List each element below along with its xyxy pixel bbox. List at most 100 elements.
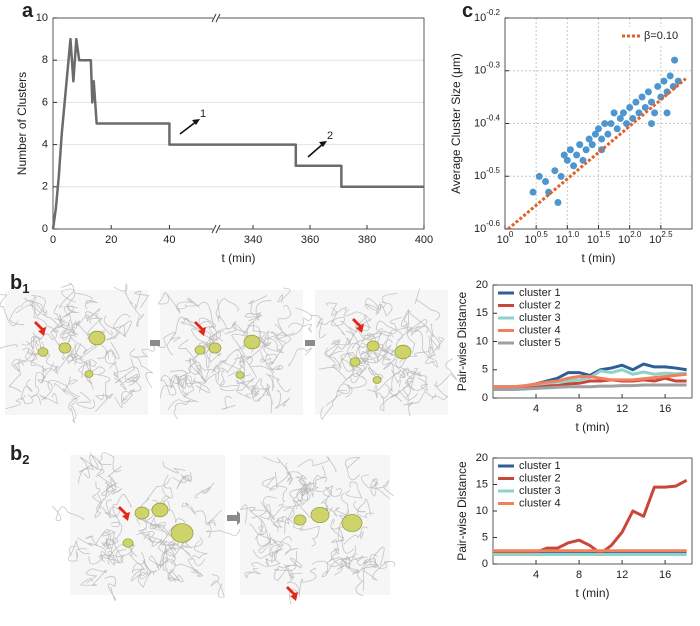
fiber: [295, 487, 305, 510]
fiber: [61, 288, 76, 313]
fiber: [403, 390, 436, 406]
panel-letter: b: [10, 272, 22, 294]
axis-break-gap: [213, 225, 219, 233]
fiber: [407, 393, 419, 417]
fiber: [75, 292, 98, 310]
fiber: [163, 541, 191, 555]
fiber: [31, 371, 47, 405]
fiber: [170, 370, 195, 394]
fiber: [405, 318, 428, 333]
fiber: [259, 533, 280, 548]
fiber: [176, 301, 213, 320]
fiber: [104, 575, 117, 601]
fiber: [122, 378, 142, 401]
fiber: [183, 317, 215, 330]
scatter-point: [588, 141, 596, 149]
image-frame: [160, 290, 303, 415]
fiber: [328, 350, 344, 372]
tick-base: 10: [587, 234, 599, 246]
fiber: [105, 327, 120, 341]
fiber: [98, 452, 122, 473]
scatter-point: [654, 82, 662, 90]
fiber: [394, 380, 413, 403]
fiber: [326, 507, 349, 517]
fiber: [298, 567, 317, 597]
panel-letter: c: [462, 0, 473, 22]
fiber: [322, 485, 343, 498]
fiber: [312, 465, 326, 493]
tick-label: 0: [42, 223, 48, 235]
fiber: [265, 386, 273, 413]
fiber: [390, 312, 409, 338]
fiber: [23, 298, 43, 317]
tick-label: 15: [476, 307, 488, 319]
scatter-point: [573, 151, 581, 159]
fiber: [221, 396, 236, 410]
fiber: [115, 549, 127, 564]
fiber: [295, 475, 311, 507]
fiber: [349, 561, 368, 575]
fiber: [330, 510, 350, 542]
tick-label: 5: [482, 364, 488, 376]
tick-label: 4: [42, 139, 48, 151]
scatter-point: [651, 109, 659, 117]
tick-label: 400: [415, 234, 433, 246]
fiber: [364, 561, 396, 569]
fiber: [194, 482, 215, 499]
tick-label: 360: [301, 234, 319, 246]
fiber: [403, 326, 435, 361]
tick-exponent: 0: [509, 230, 514, 239]
cluster-blob: [341, 514, 363, 532]
legend-label: cluster 1: [519, 460, 561, 472]
fiber: [107, 550, 117, 567]
tick-label: 10-0.4: [474, 114, 501, 130]
tick-exponent: -0.3: [486, 61, 500, 70]
fiber: [192, 540, 208, 559]
tick-exponent: -0.5: [486, 166, 500, 175]
fiber: [8, 361, 22, 393]
fiber: [86, 568, 107, 584]
tick-label: 40: [163, 234, 175, 246]
fiber: [318, 347, 341, 370]
tick-label: 4: [533, 569, 539, 581]
axes-frame: [492, 284, 693, 399]
fiber: [375, 293, 398, 315]
annotation: 2: [327, 130, 333, 142]
fiber: [310, 314, 327, 339]
fiber: [66, 353, 78, 366]
fiber: [21, 338, 36, 350]
scatter-point: [626, 103, 634, 111]
fiber: [277, 287, 291, 303]
scatter-point: [632, 98, 640, 106]
legend-label: cluster 2: [519, 472, 561, 484]
scatter-point: [638, 93, 646, 101]
fiber: [71, 308, 101, 338]
fiber: [167, 394, 199, 410]
tick-label: 340: [244, 234, 262, 246]
legend-label: cluster 4: [519, 497, 561, 509]
fiber: [216, 360, 243, 370]
fiber: [101, 531, 119, 546]
fiber: [58, 283, 75, 308]
fiber: [407, 310, 434, 350]
data-line: [51, 37, 424, 230]
legend-box: [616, 27, 688, 45]
cluster-blob: [293, 514, 307, 526]
tick-base: 10: [474, 170, 486, 182]
tick-exponent: 0.5: [537, 230, 549, 239]
image-frame: [70, 455, 225, 595]
fiber: [125, 374, 139, 386]
fiber: [417, 371, 429, 392]
fiber: [133, 356, 154, 389]
fiber: [187, 361, 206, 384]
fiber: [340, 351, 377, 363]
fiber: [391, 363, 401, 388]
tick-base: 10: [474, 117, 486, 129]
annotation-arrowhead: [192, 119, 200, 125]
fiber: [175, 375, 200, 389]
fiber: [134, 290, 150, 309]
fiber: [247, 295, 268, 327]
fiber: [198, 317, 224, 342]
scatter-point: [616, 114, 624, 122]
series-line: [493, 372, 687, 389]
